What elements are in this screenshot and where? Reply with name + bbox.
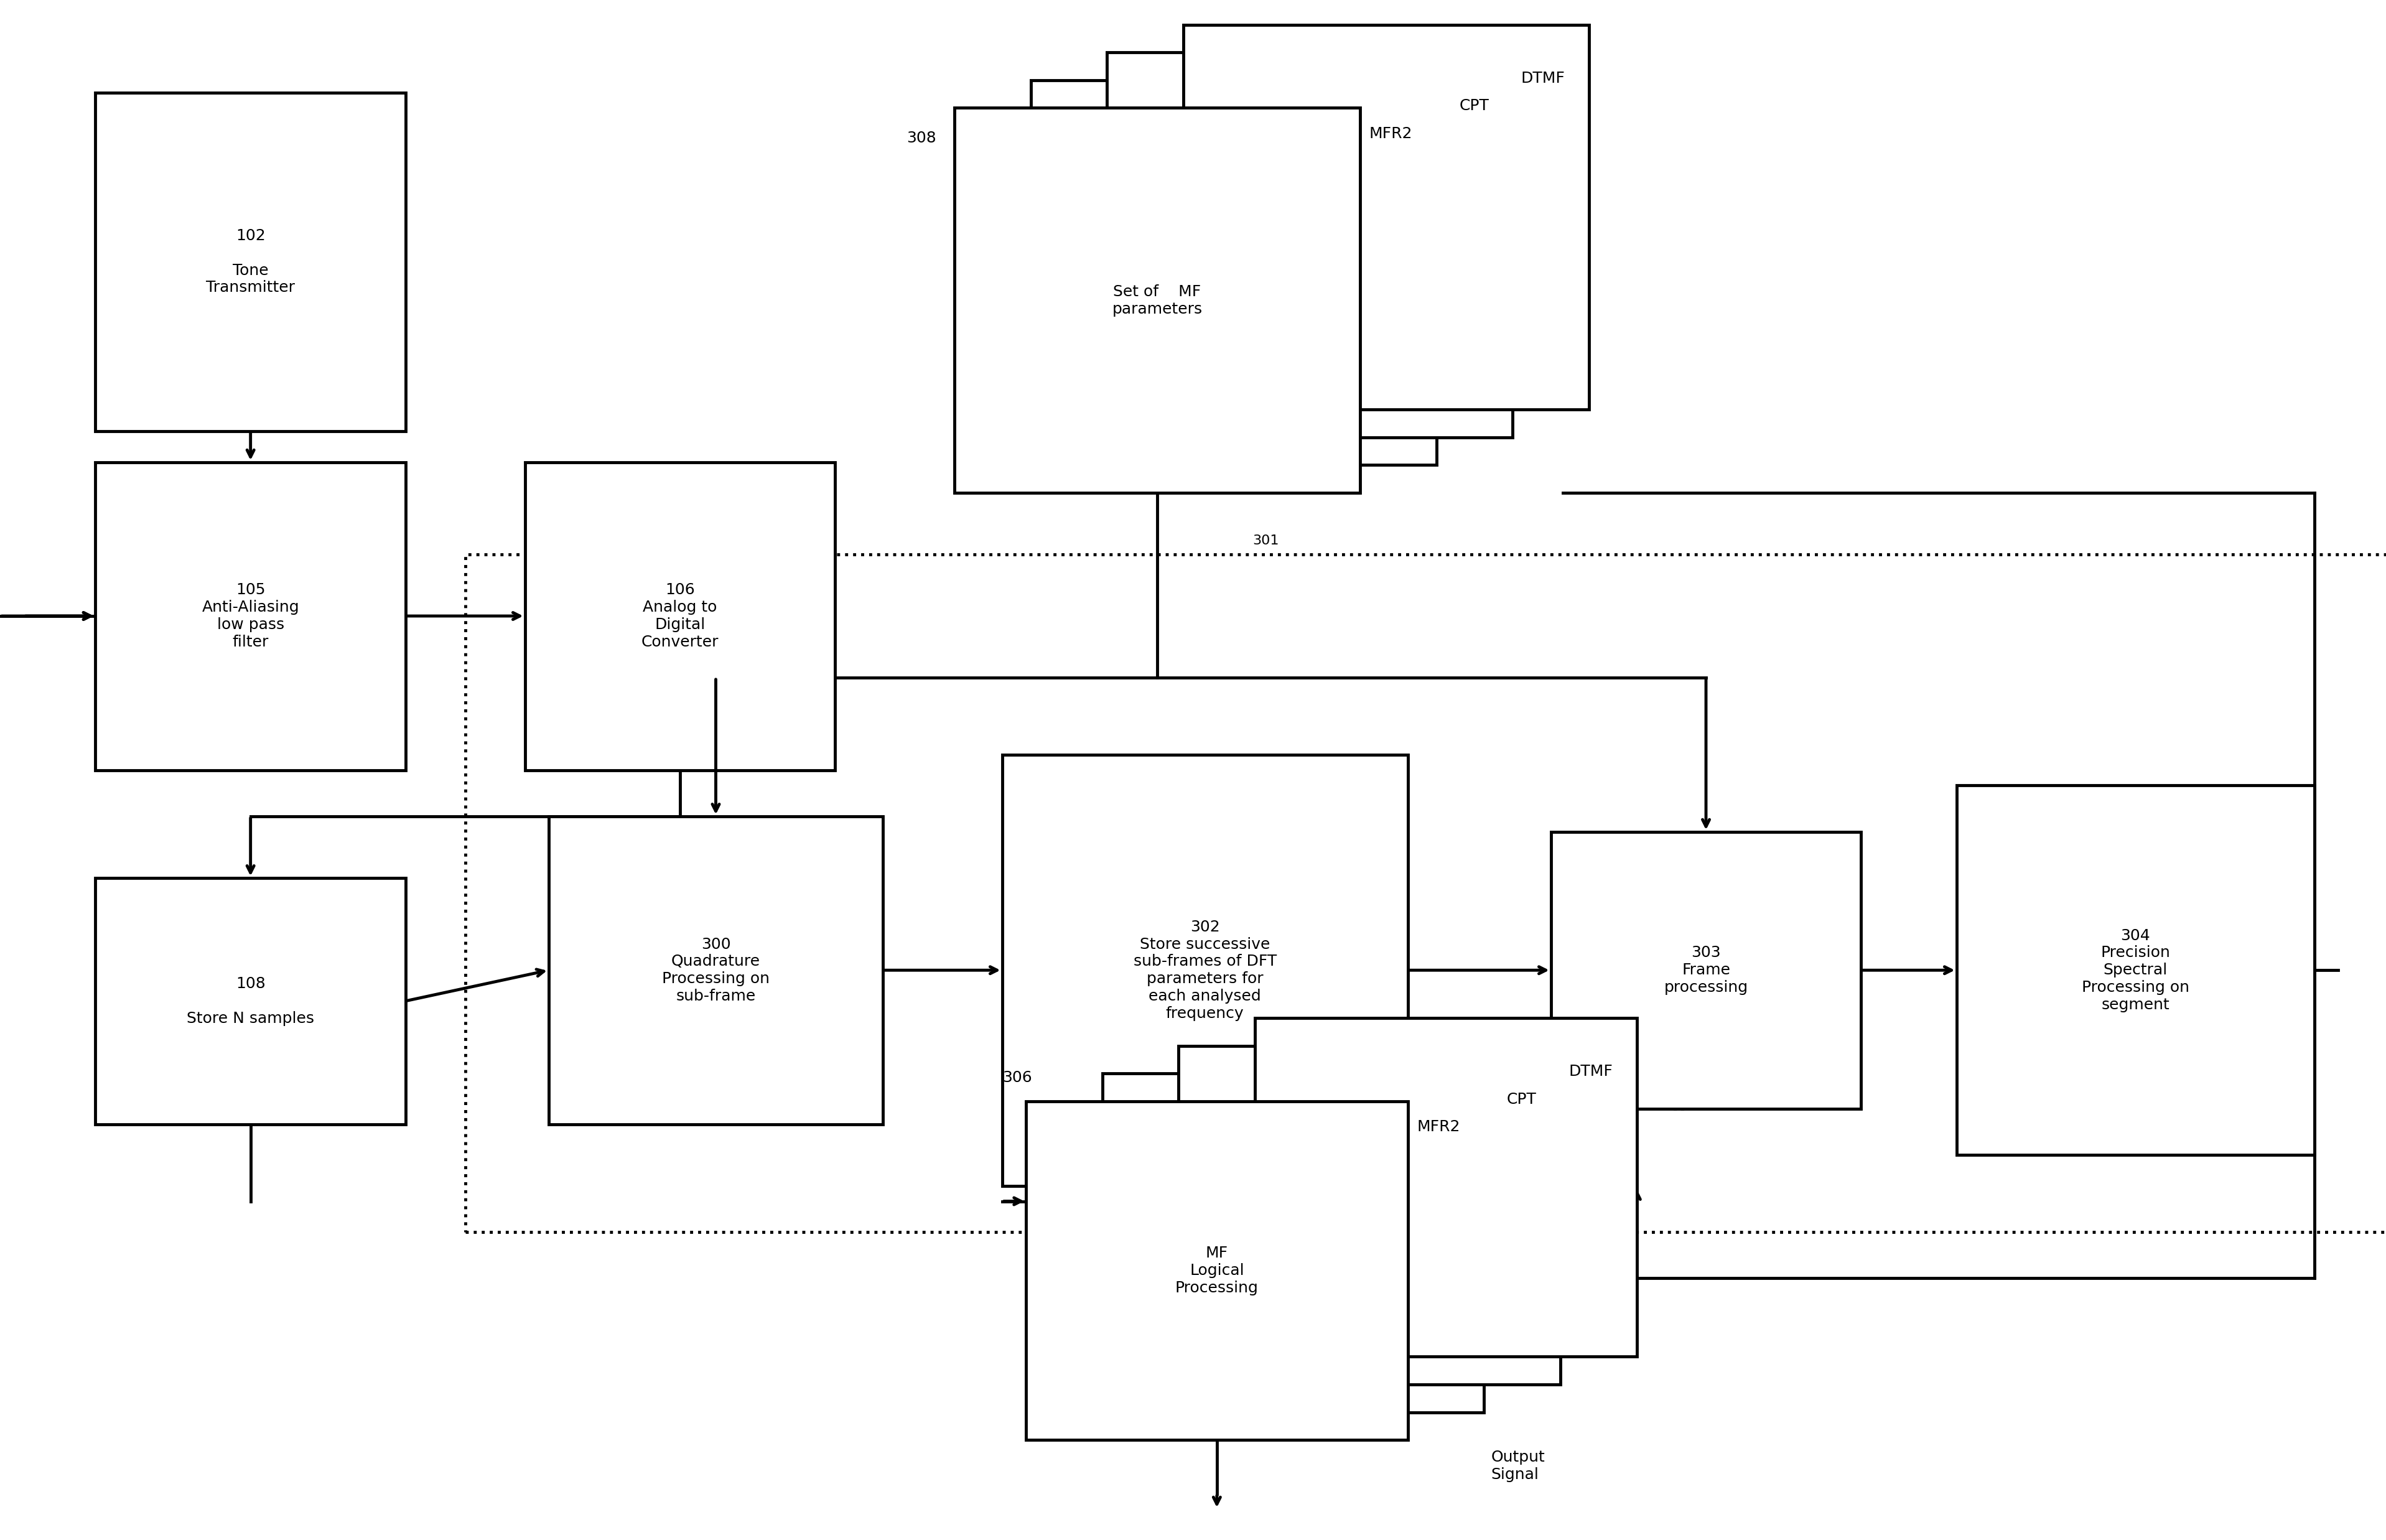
Text: 108

Store N samples: 108 Store N samples (186, 976, 315, 1026)
Bar (1179, 1046, 1560, 1384)
Text: CPT: CPT (1508, 1092, 1537, 1107)
Bar (1183, 25, 1589, 410)
Bar (1255, 1018, 1637, 1357)
Bar (1957, 785, 2314, 1155)
Text: MFR2: MFR2 (1370, 126, 1413, 142)
Text: 302
Store successive
sub-frames of DFT
parameters for
each analysed
frequency: 302 Store successive sub-frames of DFT p… (1133, 919, 1277, 1021)
Text: 105
Anti-Aliasing
low pass
filter: 105 Anti-Aliasing low pass filter (203, 582, 298, 650)
Text: 303
Frame
processing: 303 Frame processing (1663, 946, 1749, 995)
Text: MFR2: MFR2 (1417, 1120, 1460, 1135)
Text: 306: 306 (1002, 1070, 1031, 1086)
Text: 308: 308 (907, 131, 935, 146)
Bar (95, 92, 406, 431)
Text: Set of    MF
parameters: Set of MF parameters (1112, 285, 1203, 316)
Bar (1002, 755, 1408, 1186)
Text: 106
Analog to
Digital
Converter: 106 Analog to Digital Converter (642, 582, 718, 650)
Bar (1026, 1101, 1408, 1440)
Text: 300
Quadrature
Processing on
sub-frame: 300 Quadrature Processing on sub-frame (661, 936, 771, 1004)
Bar (1102, 1073, 1484, 1412)
Bar (95, 462, 406, 770)
Bar (95, 878, 406, 1124)
Text: 102

Tone
Transmitter: 102 Tone Transmitter (205, 228, 296, 296)
Text: DTMF: DTMF (1570, 1064, 1613, 1080)
Text: Output
Signal: Output Signal (1491, 1451, 1546, 1481)
Text: DTMF: DTMF (1522, 71, 1565, 86)
Text: 304
Precision
Spectral
Processing on
segment: 304 Precision Spectral Processing on seg… (2081, 929, 2190, 1012)
Bar (1551, 832, 1861, 1109)
Bar (1031, 80, 1436, 465)
Text: 301: 301 (1253, 534, 1279, 547)
Bar (954, 108, 1360, 493)
Text: MF
Logical
Processing: MF Logical Processing (1176, 1246, 1257, 1295)
Bar (549, 816, 883, 1124)
Bar (1107, 52, 1513, 437)
Bar (525, 462, 835, 770)
Bar (465, 554, 2386, 1232)
Text: CPT: CPT (1460, 99, 1489, 114)
